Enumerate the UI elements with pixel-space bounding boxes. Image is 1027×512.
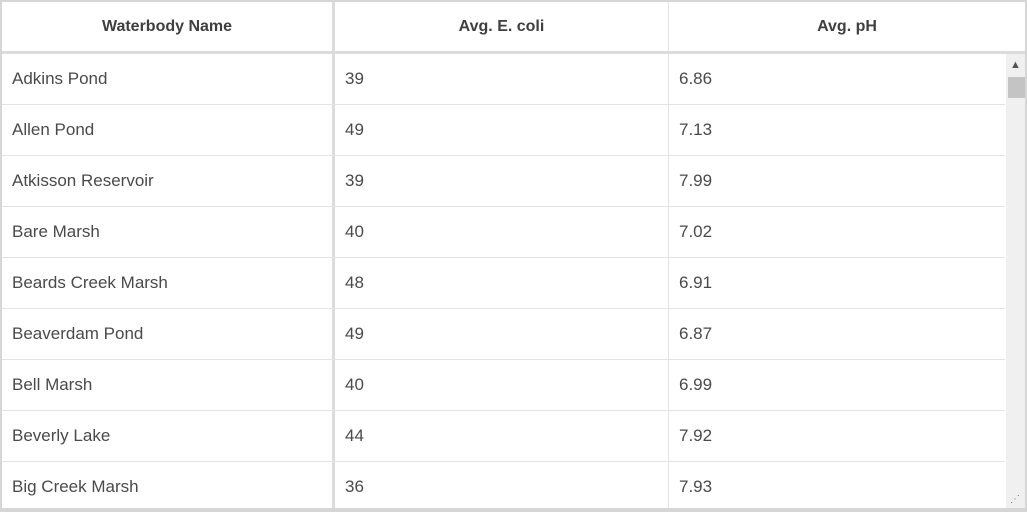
- cell-avg-ph: 6.86: [679, 69, 713, 88]
- cell-waterbody-name: Bell Marsh: [2, 360, 335, 410]
- table-row[interactable]: Beards Creek Marsh 48 6.91: [2, 258, 1005, 309]
- cell-avg-ph: 6.91: [679, 273, 713, 292]
- cell-avg-ph: 7.99: [679, 171, 713, 190]
- vertical-scrollbar[interactable]: ▲ ⋰: [1006, 54, 1025, 508]
- resize-grip-icon[interactable]: ⋰: [1010, 494, 1020, 505]
- table-row[interactable]: Big Creek Marsh 36 7.93: [2, 462, 1005, 508]
- chevron-up-icon[interactable]: ▲: [1010, 59, 1021, 71]
- cell-avg-e-coli: 39: [335, 156, 669, 206]
- cell-avg-ph: 7.02: [679, 222, 713, 241]
- cell-avg-e-coli: 40: [335, 360, 669, 410]
- cell-waterbody-name: Bare Marsh: [2, 207, 335, 257]
- column-header-avg-ph[interactable]: Avg. pH: [817, 18, 877, 35]
- cell-avg-ph: 7.92: [679, 426, 713, 445]
- cell-avg-e-coli: 39: [335, 54, 669, 104]
- cell-avg-e-coli: 44: [335, 411, 669, 461]
- cell-avg-e-coli: 49: [335, 309, 669, 359]
- cell-avg-e-coli: 36: [335, 462, 669, 508]
- table-row[interactable]: Atkisson Reservoir 39 7.99: [2, 156, 1005, 207]
- cell-avg-e-coli: 48: [335, 258, 669, 308]
- table-row[interactable]: Allen Pond 49 7.13: [2, 105, 1005, 156]
- table-body: Adkins Pond 39 6.86 Allen Pond 49 7.13 Atkisso…: [2, 54, 1005, 508]
- cell-waterbody-name: Beards Creek Marsh: [2, 258, 335, 308]
- table-row[interactable]: Adkins Pond 39 6.86: [2, 54, 1005, 105]
- cell-waterbody-name: Allen Pond: [2, 105, 335, 155]
- column-header-waterbody-name[interactable]: Waterbody Name: [2, 2, 335, 51]
- table-row[interactable]: Bell Marsh 40 6.99: [2, 360, 1005, 411]
- cell-avg-ph: 6.99: [679, 375, 713, 394]
- cell-avg-e-coli: 40: [335, 207, 669, 257]
- cell-avg-e-coli: 49: [335, 105, 669, 155]
- column-header-avg-e-coli[interactable]: Avg. E. coli: [335, 2, 669, 51]
- cell-waterbody-name: Big Creek Marsh: [2, 462, 335, 508]
- table-row[interactable]: Bare Marsh 40 7.02: [2, 207, 1005, 258]
- cell-waterbody-name: Adkins Pond: [2, 54, 335, 104]
- cell-waterbody-name: Atkisson Reservoir: [2, 156, 335, 206]
- cell-waterbody-name: Beaverdam Pond: [2, 309, 335, 359]
- cell-avg-ph: 7.93: [679, 477, 713, 496]
- scrollbar-thumb[interactable]: [1008, 77, 1025, 98]
- table-row[interactable]: Beverly Lake 44 7.92: [2, 411, 1005, 462]
- table-header: Waterbody Name Avg. E. coli Avg. pH: [2, 2, 1025, 54]
- table-row[interactable]: Beaverdam Pond 49 6.87: [2, 309, 1005, 360]
- cell-avg-ph: 6.87: [679, 324, 713, 343]
- cell-waterbody-name: Beverly Lake: [2, 411, 335, 461]
- cell-avg-ph: 7.13: [679, 120, 713, 139]
